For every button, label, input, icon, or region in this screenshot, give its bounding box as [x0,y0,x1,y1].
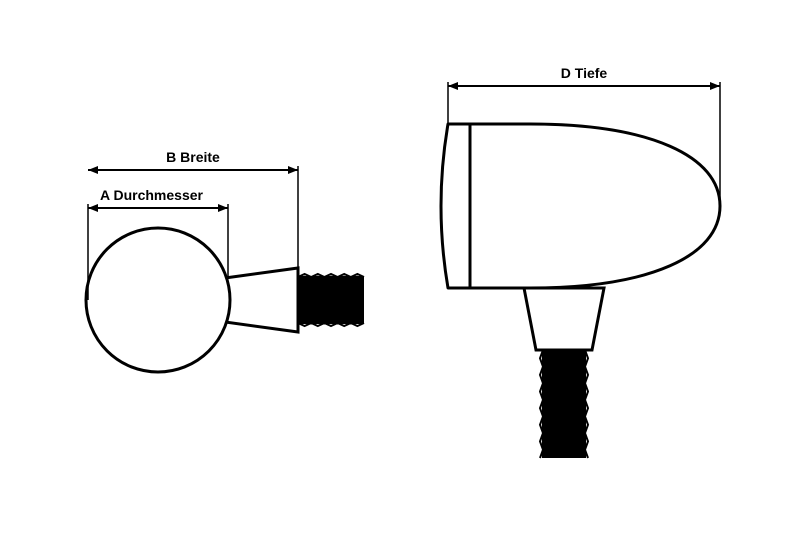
front-screw [298,274,364,326]
side-body [441,124,720,288]
front-circle [86,228,230,372]
dim-label: D Tiefe [561,65,608,81]
side-screw [540,350,588,458]
side-neck [524,288,604,350]
dim-label: A Durchmesser [100,187,204,203]
dim-label: B Breite [166,149,220,165]
front-stem [225,268,298,332]
